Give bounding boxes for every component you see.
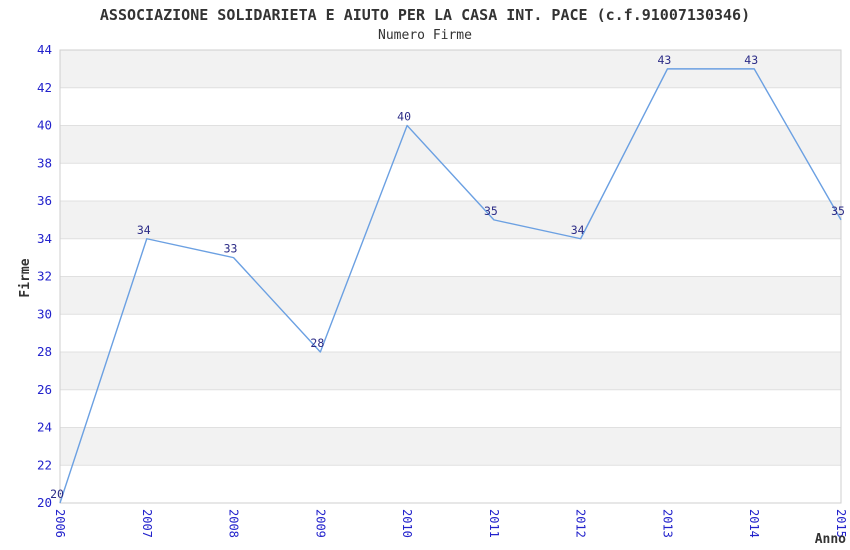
y-tick-label: 32 xyxy=(37,269,52,284)
data-point-label: 33 xyxy=(224,242,238,256)
x-tick-label: 2012 xyxy=(574,509,588,538)
data-point-label: 34 xyxy=(137,223,151,237)
y-tick-label: 34 xyxy=(37,231,52,246)
x-tick-label: 2014 xyxy=(747,509,761,538)
y-tick-label: 42 xyxy=(37,80,52,95)
x-tick-label: 2013 xyxy=(660,509,674,538)
plot-band xyxy=(60,314,841,352)
data-point-label: 28 xyxy=(310,336,324,350)
plot-band xyxy=(60,276,841,315)
x-tick-label: 2008 xyxy=(227,509,241,538)
plot-band xyxy=(60,427,841,466)
plot-band xyxy=(60,125,841,164)
plot-band xyxy=(60,163,841,201)
series-line xyxy=(59,68,842,504)
data-point-label: 34 xyxy=(571,223,585,237)
x-tick-label: 2011 xyxy=(487,509,501,538)
plot-band xyxy=(60,465,841,503)
y-tick-label: 44 xyxy=(37,42,52,57)
chart-title: ASSOCIAZIONE SOLIDARIETA E AIUTO PER LA … xyxy=(99,6,751,24)
x-tick-label: 2010 xyxy=(400,509,414,538)
plot-band xyxy=(60,201,841,239)
plot-band xyxy=(60,87,841,126)
x-tick-label: 2007 xyxy=(140,509,154,538)
data-point-label: 40 xyxy=(397,110,411,124)
data-point-label: 35 xyxy=(831,204,845,218)
data-point-label: 35 xyxy=(484,204,498,218)
data-point-label: 43 xyxy=(744,53,758,67)
y-tick-label: 30 xyxy=(37,306,52,321)
x-tick-label: 2009 xyxy=(313,509,327,538)
y-tick-label: 24 xyxy=(37,420,52,435)
plot-band xyxy=(60,238,841,277)
y-tick-label: 26 xyxy=(37,382,52,397)
y-tick-label: 28 xyxy=(37,344,52,359)
x-tick-label: 2015 xyxy=(834,509,848,538)
data-point-label: 20 xyxy=(50,487,64,501)
x-tick-label: 2006 xyxy=(53,509,67,538)
plot-band xyxy=(60,352,841,390)
y-tick-label: 22 xyxy=(37,457,52,472)
chart-subtitle: Numero Firme xyxy=(378,28,472,43)
y-tick-label: 40 xyxy=(37,118,52,133)
plot-band xyxy=(60,389,841,428)
y-tick-label: 38 xyxy=(37,155,52,170)
x-axis-label: Anno xyxy=(814,532,846,547)
y-tick-label: 36 xyxy=(37,193,52,208)
y-tick-label: 20 xyxy=(37,495,52,510)
data-point-label: 43 xyxy=(658,53,672,67)
plot-border xyxy=(59,49,842,504)
